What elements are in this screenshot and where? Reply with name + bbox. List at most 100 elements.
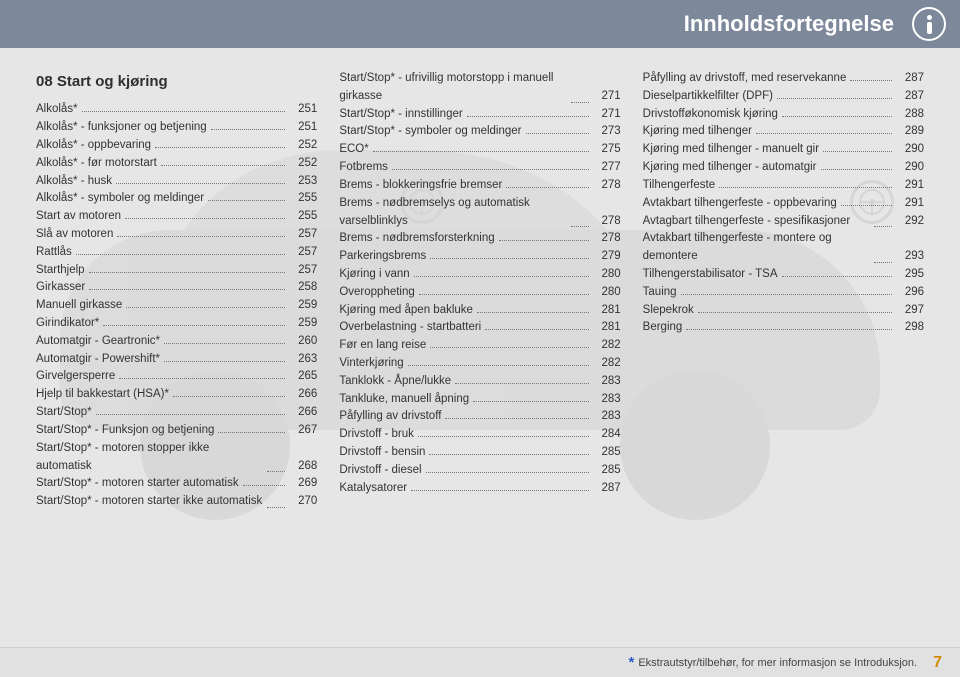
toc-row: Tankluke, manuell åpning283 (339, 391, 620, 409)
toc-leader (96, 414, 286, 415)
toc-leader (477, 312, 589, 313)
toc-page: 278 (593, 230, 621, 248)
toc-label: Slepekrok (643, 302, 694, 320)
toc-row: Overbelastning - startbatteri281 (339, 319, 620, 337)
toc-label: Drivstofføkonomisk kjøring (643, 106, 778, 124)
toc-row: ECO* 275 (339, 141, 620, 159)
toc-label: Kjøring med åpen bakluke (339, 302, 473, 320)
toc-leader (125, 218, 285, 219)
toc-row: Girvelgersperre265 (36, 368, 317, 386)
toc-label: Tauing (643, 284, 677, 302)
toc-leader (161, 165, 286, 166)
toc-label: Automatgir - Geartronic* (36, 333, 160, 351)
toc-page: 258 (289, 279, 317, 297)
toc-label: Drivstoff - bensin (339, 444, 425, 462)
toc-leader (419, 294, 589, 295)
toc-label: Dieselpartikkelfilter (DPF) (643, 88, 773, 106)
toc-row: Avtagbart tilhengerfeste - spesifikasjon… (643, 213, 924, 231)
toc-page: 284 (593, 426, 621, 444)
toc-page: 295 (896, 266, 924, 284)
toc-page: 263 (289, 351, 317, 369)
toc-label: Start/Stop* - ufrivillig motorstopp i ma… (339, 70, 566, 106)
toc-label: Girvelgersperre (36, 368, 115, 386)
toc-page: 273 (593, 123, 621, 141)
toc-page: 281 (593, 319, 621, 337)
toc-label: Slå av motoren (36, 226, 113, 244)
toc-label: Brems - nødbremselys og automatisk varse… (339, 195, 566, 231)
toc-row: Vinterkjøring282 (339, 355, 620, 373)
toc-page: 287 (593, 480, 621, 498)
toc-page: 271 (593, 88, 621, 106)
toc-page: 290 (896, 159, 924, 177)
toc-row: Start/Stop* - motoren starter ikke autom… (36, 493, 317, 511)
toc-leader (467, 116, 589, 117)
toc-page: 271 (593, 106, 621, 124)
toc-page: 269 (289, 475, 317, 493)
toc-row: Slepekrok297 (643, 302, 924, 320)
toc-row: Alkolås* - funksjoner og betjening251 (36, 119, 317, 137)
footnote-star: * (628, 654, 634, 671)
toc-leader (686, 329, 892, 330)
toc-label: Drivstoff - diesel (339, 462, 421, 480)
toc-label: Fotbrems (339, 159, 388, 177)
toc-row: Brems - blokkeringsfrie bremser278 (339, 177, 620, 195)
toc-page: 293 (896, 248, 924, 266)
toc-row: Kjøring med tilhenger289 (643, 123, 924, 141)
toc-row: Alkolås* - før motorstart252 (36, 155, 317, 173)
toc-row: Fotbrems277 (339, 159, 620, 177)
toc-row: Automatgir - Geartronic*260 (36, 333, 317, 351)
toc-page: 267 (289, 422, 317, 440)
toc-row: Før en lang reise282 (339, 337, 620, 355)
toc-row: Girkasser258 (36, 279, 317, 297)
toc-row: Tilhengerstabilisator - TSA295 (643, 266, 924, 284)
toc-label: Start/Stop* (36, 404, 92, 422)
toc-row: Start av motoren255 (36, 208, 317, 226)
toc-label: Start av motoren (36, 208, 121, 226)
toc-page: 270 (289, 493, 317, 511)
toc-list-2: Start/Stop* - ufrivillig motorstopp i ma… (339, 70, 620, 498)
toc-label: Alkolås* - symboler og meldinger (36, 190, 204, 208)
toc-label: Påfylling av drivstoff (339, 408, 441, 426)
toc-label: Rattlås (36, 244, 72, 262)
toc-leader (155, 147, 285, 148)
toc-page: 291 (896, 195, 924, 213)
toc-leader (411, 490, 589, 491)
toc-page: 266 (289, 386, 317, 404)
toc-label: Kjøring med tilhenger - manuelt gir (643, 141, 819, 159)
toc-page: 266 (289, 404, 317, 422)
toc-leader (126, 307, 285, 308)
toc-row: Brems - nødbremsforsterkning278 (339, 230, 620, 248)
toc-label: ECO* (339, 141, 368, 159)
toc-leader (698, 312, 892, 313)
toc-label: Manuell girkasse (36, 297, 122, 315)
toc-row: Girindikator*259 (36, 315, 317, 333)
toc-leader (841, 205, 892, 206)
toc-row: Drivstoff - diesel285 (339, 462, 620, 480)
toc-row: Start/Stop* - Funksjon og betjening267 (36, 422, 317, 440)
toc-row: Berging298 (643, 319, 924, 337)
toc-page: 280 (593, 284, 621, 302)
toc-row: Drivstofføkonomisk kjøring288 (643, 106, 924, 124)
toc-page: 257 (289, 244, 317, 262)
toc-page: 252 (289, 137, 317, 155)
toc-label: Før en lang reise (339, 337, 426, 355)
toc-page: 280 (593, 266, 621, 284)
toc-row: Start/Stop* - motoren stopper ikke autom… (36, 440, 317, 476)
toc-label: Alkolås* - funksjoner og betjening (36, 119, 207, 137)
toc-column-2: Start/Stop* - ufrivillig motorstopp i ma… (339, 70, 620, 637)
toc-content: 08 Start og kjøring Alkolås*251Alkolås* … (36, 70, 924, 637)
toc-row: Påfylling av drivstoff283 (339, 408, 620, 426)
toc-label: Alkolås* - før motorstart (36, 155, 157, 173)
toc-page: 296 (896, 284, 924, 302)
toc-leader (373, 151, 589, 152)
toc-leader (473, 401, 589, 402)
toc-leader (208, 200, 285, 201)
toc-page: 275 (593, 141, 621, 159)
toc-row: Tanklokk - Åpne/lukke283 (339, 373, 620, 391)
toc-page: 278 (593, 213, 621, 231)
toc-label: Tilhengerfeste (643, 177, 715, 195)
toc-leader (571, 102, 589, 103)
toc-label: Drivstoff - bruk (339, 426, 414, 444)
toc-leader (526, 133, 589, 134)
toc-row: Kjøring i vann280 (339, 266, 620, 284)
